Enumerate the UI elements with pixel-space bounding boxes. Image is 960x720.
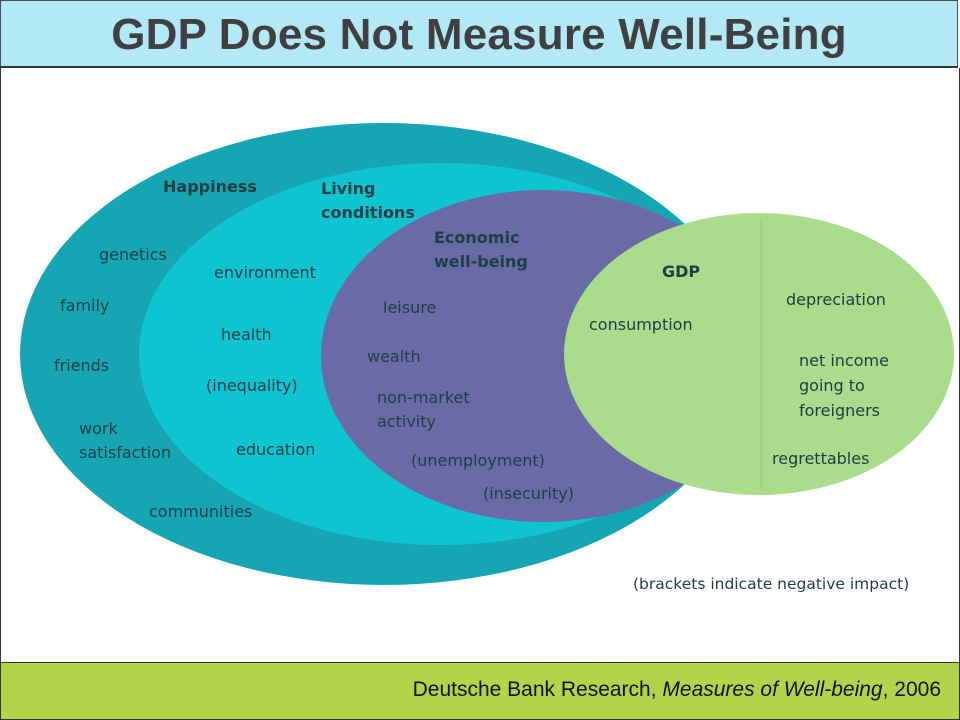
economic-wellbeing-heading-line1: Economic xyxy=(434,228,519,247)
gdp-item-depreciation: depreciation xyxy=(786,290,886,309)
economic-item-activity: activity xyxy=(377,412,436,431)
economic-item-unemployment: (unemployment) xyxy=(411,451,545,470)
happiness-item-family: family xyxy=(60,296,109,315)
living-conditions-heading-line2: conditions xyxy=(321,203,415,222)
happiness-heading: Happiness xyxy=(163,177,257,196)
economic-item-wealth: wealth xyxy=(367,347,421,366)
happiness-item-genetics: genetics xyxy=(99,245,167,264)
living-item-education: education xyxy=(236,440,315,459)
gdp-item-going-to: going to xyxy=(799,376,865,395)
gdp-item-consumption: consumption xyxy=(589,315,693,334)
happiness-item-satisfaction: satisfaction xyxy=(79,443,171,462)
happiness-item-work: work xyxy=(79,419,118,438)
living-item-health: health xyxy=(221,325,272,344)
happiness-item-communities: communities xyxy=(149,502,252,521)
gdp-ellipse xyxy=(564,213,954,495)
title-bar: GDP Does Not Measure Well-Being xyxy=(0,0,958,68)
source-name: Deutsche Bank Research, xyxy=(412,678,663,701)
slide-title: GDP Does Not Measure Well-Being xyxy=(111,10,847,59)
economic-wellbeing-heading-line2: well-being xyxy=(434,252,528,271)
gdp-item-net-income: net income xyxy=(799,351,889,370)
living-item-environment: environment xyxy=(214,263,316,282)
venn-diagram: Happiness genetics family friends work s… xyxy=(20,123,954,593)
gdp-item-regrettables: regrettables xyxy=(772,449,869,468)
economic-item-non-market: non-market xyxy=(377,388,470,407)
source-year: , 2006 xyxy=(882,678,941,701)
living-conditions-heading-line1: Living xyxy=(321,179,375,198)
footer-bar: Deutsche Bank Research, Measures of Well… xyxy=(0,662,960,720)
happiness-item-friends: friends xyxy=(54,356,109,375)
living-item-inequality: (inequality) xyxy=(206,376,298,395)
source-credit: Deutsche Bank Research, Measures of Well… xyxy=(413,678,941,702)
gdp-heading: GDP xyxy=(662,262,700,281)
diagram-area: Happiness genetics family friends work s… xyxy=(0,68,960,662)
economic-item-insecurity: (insecurity) xyxy=(483,484,574,503)
economic-item-leisure: leisure xyxy=(383,298,436,317)
source-publication: Measures of Well-being xyxy=(662,678,883,701)
negative-impact-note: (brackets indicate negative impact) xyxy=(633,575,909,593)
gdp-item-foreigners: foreigners xyxy=(799,401,880,420)
